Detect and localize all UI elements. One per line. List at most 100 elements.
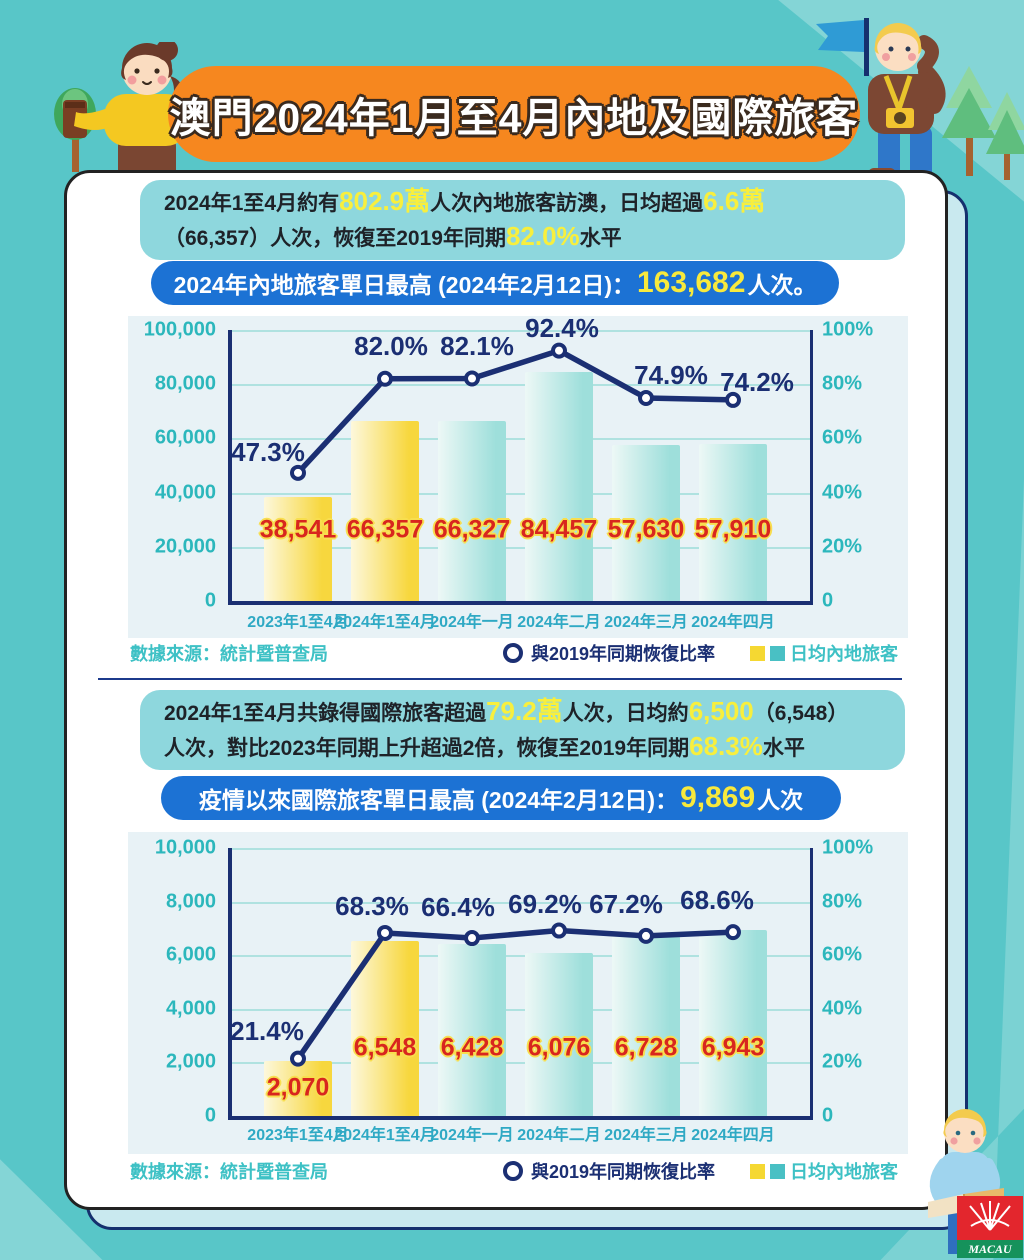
- bar: [699, 444, 767, 601]
- summary-text: 人次，對比2023年同期上升超過2倍，恢復至2019年同期: [164, 737, 690, 760]
- line-marker: [725, 391, 741, 408]
- plot-area: [228, 848, 813, 1120]
- mainland-peak-banner: 2024年內地旅客單日最高 (2024年2月12日)： 163,682 人次。: [151, 261, 839, 305]
- y-axis-tick: 40,000: [154, 481, 216, 504]
- bar-value-label: 66,327: [433, 515, 511, 544]
- summary-highlight: 79.2萬: [486, 696, 563, 726]
- gridline: [232, 546, 810, 549]
- line-marker: [725, 924, 741, 941]
- line-marker: [464, 370, 480, 387]
- line-marker: [638, 390, 654, 407]
- line-point-label: 21.4%: [230, 1016, 304, 1046]
- legend-label: 與2019年同期恢復比率: [531, 644, 716, 664]
- y-axis-tick: 2,000: [165, 1050, 216, 1073]
- summary-text: 2024年1至4月約有: [164, 192, 340, 215]
- line-marker: [290, 1050, 306, 1067]
- x-axis-label: 2024年一月: [430, 1127, 514, 1144]
- right-axis-tick: 0: [822, 589, 834, 612]
- right-axis-tick: 20%: [822, 1050, 863, 1073]
- bar-value-label: 2,070: [266, 1073, 330, 1102]
- gridline: [232, 1008, 810, 1011]
- summary-text: （6,548）: [753, 702, 849, 725]
- line-point-label: 92.4%: [525, 313, 599, 343]
- right-axis-tick: 0: [822, 1104, 834, 1127]
- x-axis-label: 2024年三月: [604, 614, 688, 631]
- right-axis-tick: 80%: [822, 372, 863, 395]
- bar-value-label: 66,357: [346, 515, 424, 544]
- x-axis-label: 2024年1至4月: [334, 1127, 436, 1144]
- y-axis-tick: 60,000: [154, 426, 216, 449]
- gridline: [232, 384, 810, 387]
- bar-value-label: 6,428: [440, 1033, 504, 1062]
- gridline: [232, 492, 810, 495]
- x-axis-label: 2024年四月: [691, 614, 775, 631]
- right-axis-tick: 40%: [822, 481, 863, 504]
- bar-value-label: 6,943: [701, 1033, 765, 1062]
- data-source: 數據來源：統計暨普查局: [130, 1158, 328, 1184]
- data-source: 數據來源：統計暨普查局: [130, 640, 328, 666]
- line-point-label: 74.9%: [634, 360, 708, 390]
- trend-line: [290, 342, 741, 481]
- line-marker: [638, 927, 654, 944]
- line-marker-icon: [503, 643, 523, 663]
- gridline: [232, 438, 810, 441]
- line-marker: [377, 924, 393, 941]
- mainland-visitors-chart: 100,000 100% 80,000 80% 60,000 60% 40,000 40% 20…: [128, 313, 908, 638]
- y-axis-tick: 6,000: [165, 943, 216, 966]
- x-axis-label: 2024年二月: [517, 614, 601, 631]
- legend-daily-visitors: 日均內地旅客: [750, 640, 898, 666]
- summary-highlight: 68.3%: [689, 731, 763, 761]
- logo-text: MACAU: [967, 1242, 1013, 1256]
- section-divider: [98, 678, 902, 680]
- line-marker: [464, 930, 480, 947]
- banner-text: 2024年內地旅客單日最高 (2024年2月12日)：: [173, 272, 635, 298]
- banner-highlight: 9,869: [680, 781, 756, 814]
- bar-value-label: 84,457: [520, 515, 598, 544]
- right-axis-tick: 100%: [822, 836, 874, 859]
- line-point-label: 47.3%: [231, 437, 305, 467]
- right-axis-tick: 60%: [822, 943, 863, 966]
- banner-text: 人次。: [747, 272, 817, 298]
- mainland-summary: 2024年1至4月約有802.9萬人次內地旅客訪澳，日均超過6.6萬 （66,3…: [140, 180, 905, 260]
- tourist-boy-illustration: [816, 18, 1024, 189]
- yellow-square-icon: [750, 645, 765, 661]
- banner-text: 人次: [757, 787, 804, 813]
- macau-tourism-logo: MACAU: [957, 1196, 1023, 1258]
- x-axis-label: 2023年1至4月: [247, 614, 349, 631]
- x-axis-label: 2024年1至4月: [334, 614, 436, 631]
- bar: [525, 953, 593, 1116]
- line-marker: [551, 342, 567, 359]
- line-marker: [377, 370, 393, 387]
- bar: [699, 929, 767, 1116]
- x-axis-label: 2024年二月: [517, 1127, 601, 1144]
- x-axis-label: 2023年1至4月: [247, 1127, 349, 1144]
- line-point-label: 69.2%: [508, 889, 582, 919]
- banner-text: 疫情以來國際旅客單日最高 (2024年2月12日)：: [198, 787, 679, 813]
- bar: [264, 1060, 332, 1116]
- international-peak-banner: 疫情以來國際旅客單日最高 (2024年2月12日)： 9,869 人次: [161, 776, 841, 820]
- legend-label: 日均內地旅客: [790, 644, 898, 664]
- gridline: [232, 848, 810, 850]
- bar: [438, 421, 506, 601]
- line-point-label: 68.6%: [680, 885, 754, 915]
- plot-area: [228, 330, 813, 605]
- bar: [264, 496, 332, 601]
- legend-recovery-rate: 與2019年同期恢復比率: [503, 1158, 715, 1184]
- gridline: [232, 330, 810, 332]
- title-banner: 澳門2024年1月至4月內地及國際旅客: [168, 66, 860, 162]
- right-axis-tick: 40%: [822, 997, 863, 1020]
- legend-label: 與2019年同期恢復比率: [531, 1162, 716, 1182]
- bar-value-label: 57,630: [607, 515, 685, 544]
- bar-value-label: 57,910: [694, 515, 772, 544]
- banner-highlight: 163,682: [636, 266, 746, 299]
- bar: [525, 372, 593, 601]
- x-axis-label: 2024年一月: [430, 614, 514, 631]
- right-axis-tick: 20%: [822, 535, 863, 558]
- summary-highlight: 802.9萬: [339, 186, 431, 216]
- teal-square-icon: [770, 1163, 785, 1179]
- right-axis-tick: 80%: [822, 890, 863, 913]
- summary-text: 水平: [579, 227, 622, 250]
- international-summary: 2024年1至4月共錄得國際旅客超過79.2萬人次，日均約6,500（6,548…: [140, 690, 905, 770]
- summary-highlight: 82.0%: [505, 221, 580, 251]
